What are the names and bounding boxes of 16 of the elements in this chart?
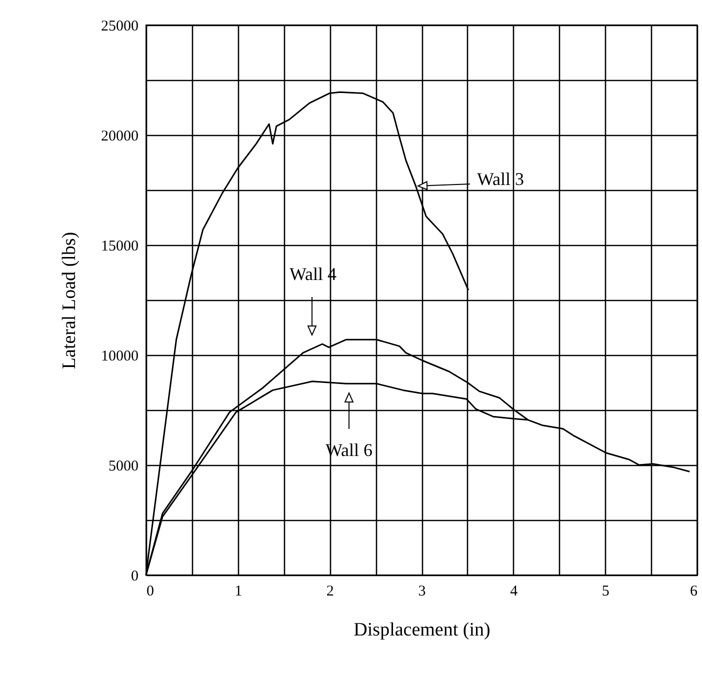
- x-tick-label: 4: [510, 584, 518, 600]
- x-tick-label: 2: [326, 584, 334, 600]
- x-tick-label: 6: [690, 584, 698, 600]
- y-axis-title: Lateral Load (lbs): [59, 232, 80, 370]
- y-tick-label: 15000: [101, 238, 138, 254]
- x-axis-title: Displacement (in): [354, 620, 490, 640]
- y-tick-label: 10000: [101, 348, 138, 364]
- y-tick-label: 25000: [101, 18, 138, 34]
- y-tick-label: 20000: [101, 128, 138, 144]
- y-tick-label: 0: [131, 568, 138, 584]
- x-tick-label: 0: [146, 584, 154, 600]
- annotation: Wall 3: [477, 169, 524, 190]
- x-tick-label: 1: [234, 584, 242, 600]
- x-tick-label: 5: [602, 584, 610, 600]
- y-tick-label: 5000: [108, 458, 138, 474]
- x-tick-label: 3: [418, 584, 426, 600]
